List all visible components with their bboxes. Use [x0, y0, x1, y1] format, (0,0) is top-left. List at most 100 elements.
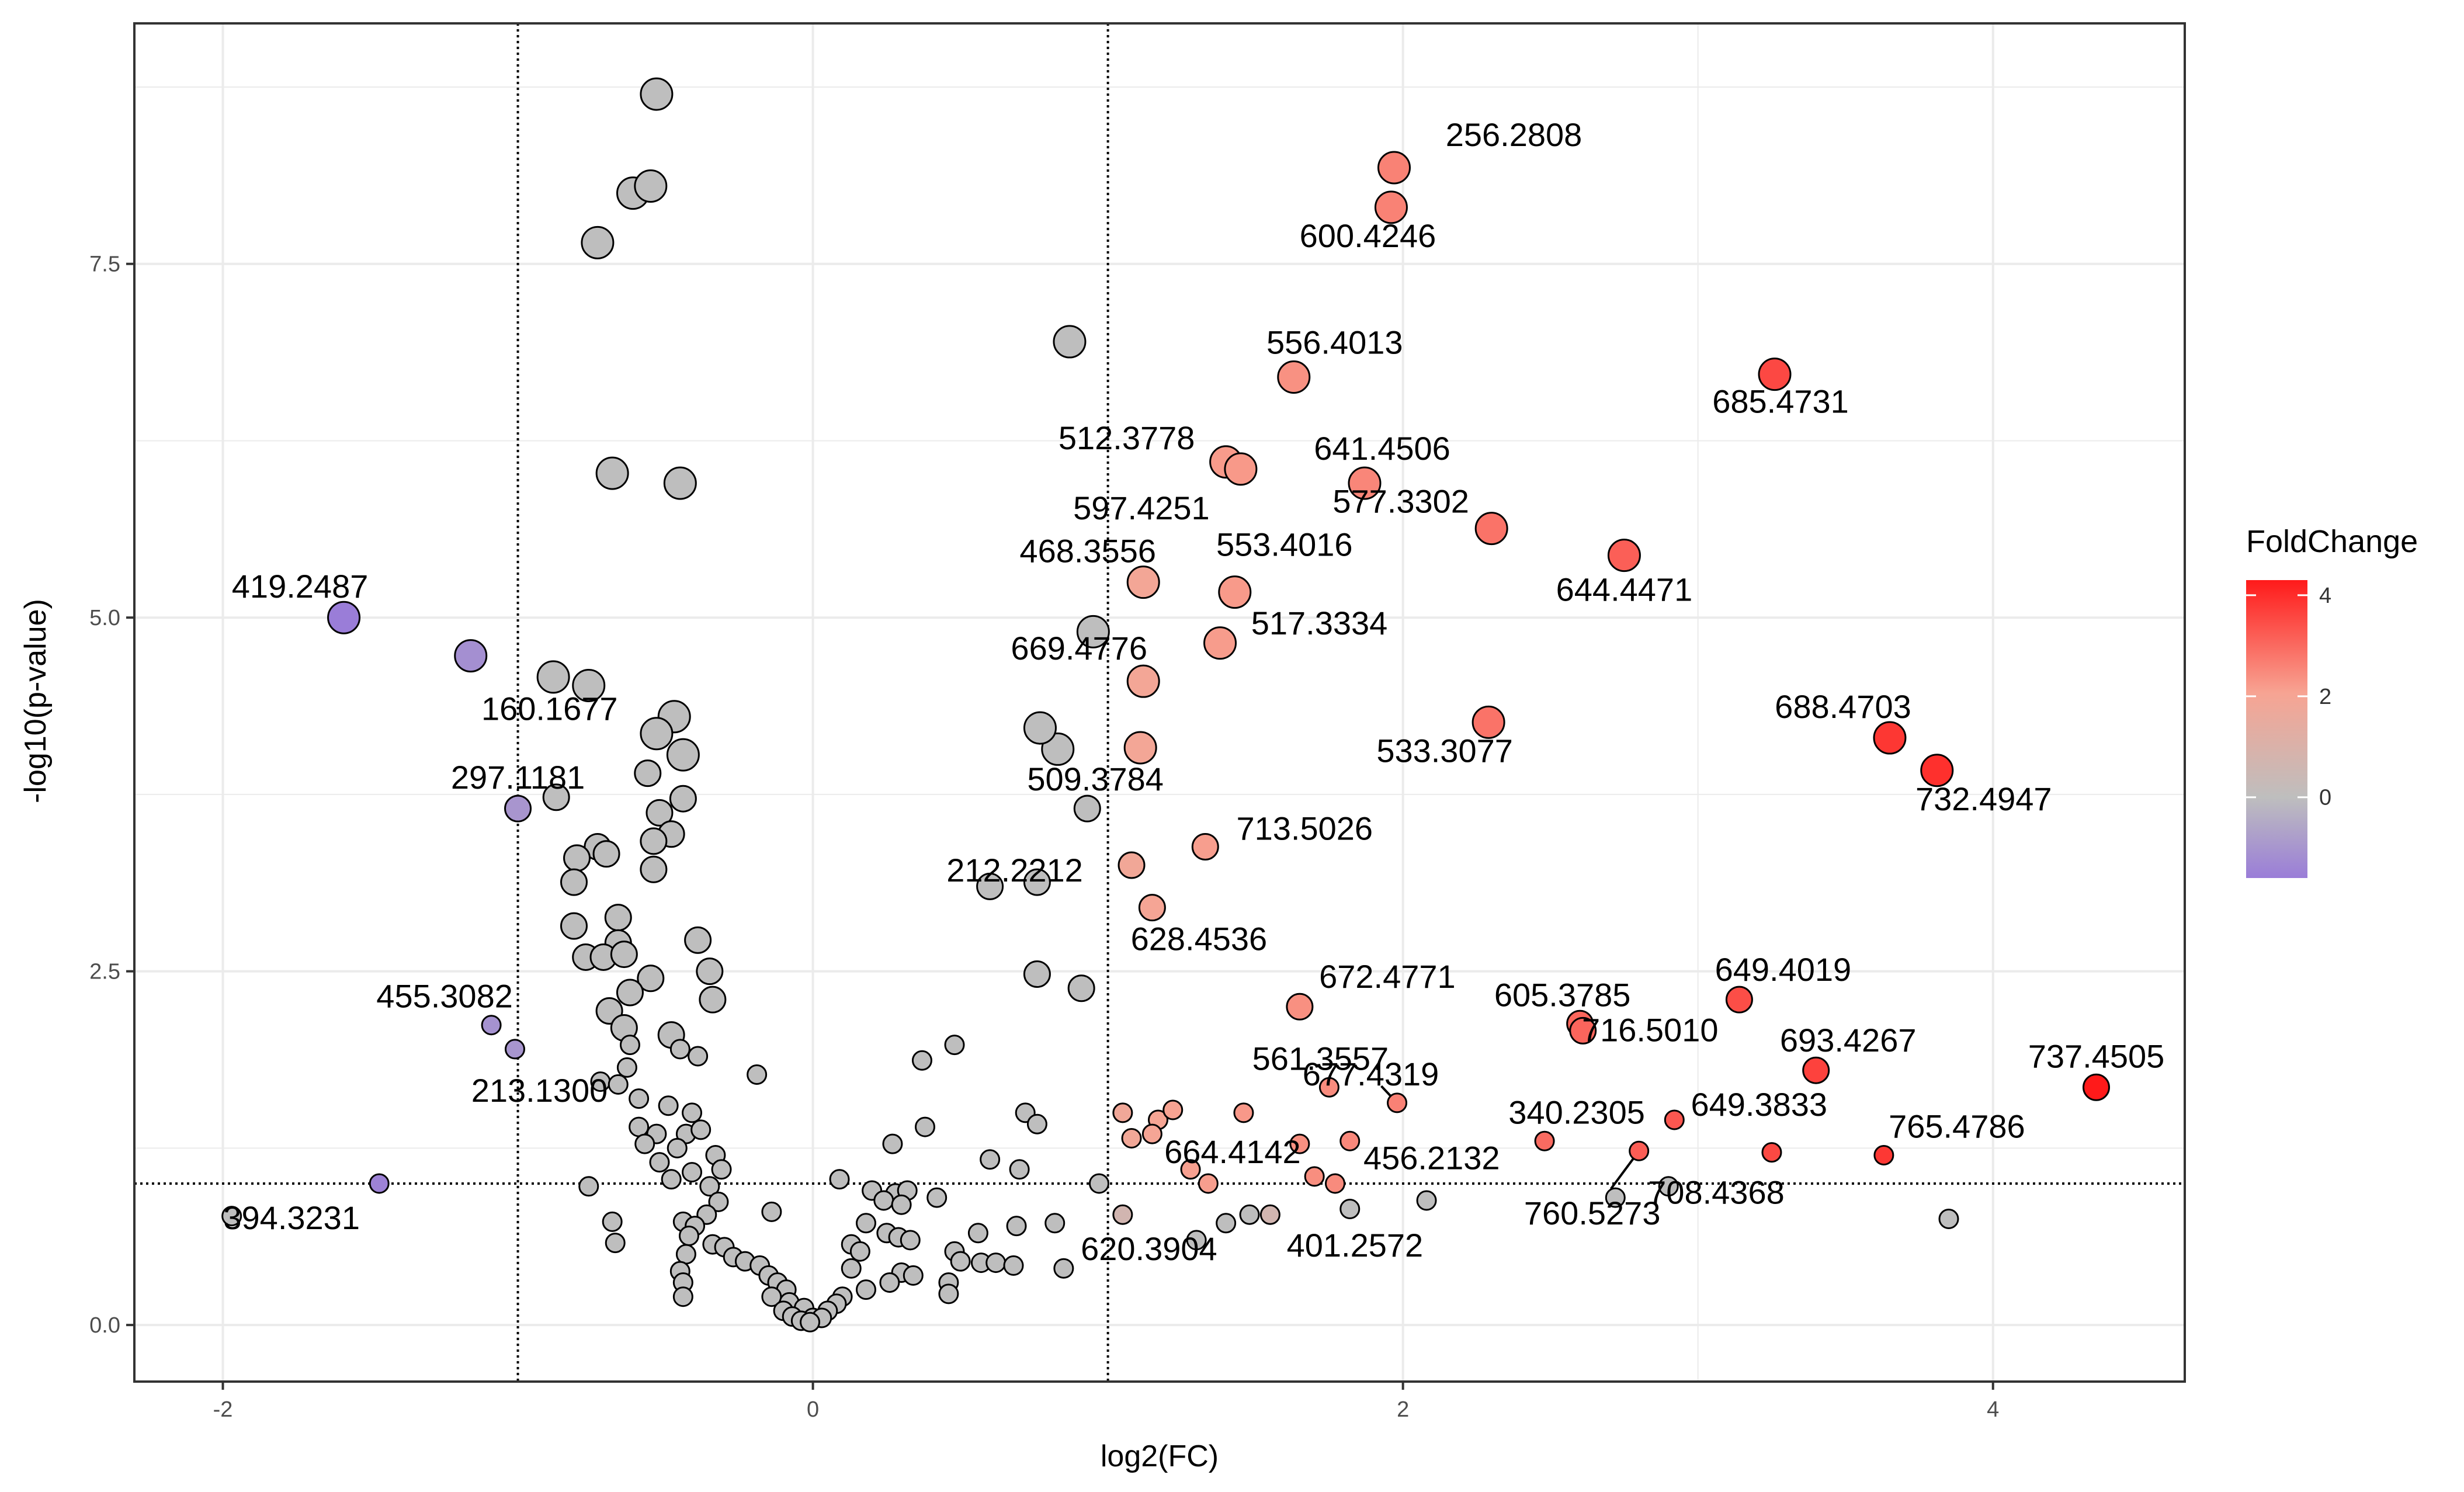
point-label: 693.4267: [1780, 1022, 1917, 1059]
data-point-highlighted: [1629, 1140, 1650, 1161]
x-tick-label: 4: [1987, 1397, 1999, 1422]
data-point: [1186, 1230, 1207, 1251]
data-point: [1076, 615, 1110, 648]
point-label: 708.4368: [1648, 1174, 1785, 1211]
legend-colorbar: [2246, 580, 2307, 878]
point-label: 509.3784: [1027, 761, 1164, 797]
data-point-highlighted: [1607, 539, 1641, 572]
data-point: [634, 759, 662, 787]
data-points: [221, 77, 2110, 1333]
legend: FoldChange 4 2 0: [2246, 524, 2418, 878]
data-point: [882, 1133, 903, 1154]
data-point-highlighted: [1802, 1056, 1830, 1084]
data-point: [605, 1233, 626, 1254]
data-point: [855, 1213, 876, 1234]
data-point: [669, 785, 697, 813]
point-label: 713.5026: [1236, 810, 1373, 847]
data-point: [1121, 1127, 1142, 1149]
point-label: 561.3557: [1252, 1040, 1389, 1077]
data-point: [976, 872, 1004, 900]
data-point: [891, 1194, 912, 1215]
data-point-highlighted: [1725, 986, 1753, 1014]
data-point: [658, 1095, 679, 1116]
data-point-highlighted: [1761, 1142, 1782, 1163]
data-point: [1141, 1123, 1162, 1144]
data-point: [985, 1252, 1007, 1274]
point-label: 419.2487: [232, 568, 369, 605]
point-label: 605.3785: [1494, 976, 1631, 1013]
point-label: 297.1181: [451, 759, 585, 796]
point-label: 577.3302: [1332, 483, 1469, 520]
data-point-highlighted: [369, 1173, 390, 1194]
x-tick-label: -2: [213, 1397, 233, 1422]
data-point: [711, 1159, 732, 1180]
data-point: [800, 1311, 821, 1333]
point-label: 600.4246: [1300, 217, 1436, 254]
data-point: [1006, 1216, 1027, 1237]
y-tick-label: 5.0: [89, 606, 120, 630]
point-label: 688.4703: [1775, 688, 1911, 725]
data-point-highlighted: [1289, 1133, 1310, 1154]
data-point: [1023, 960, 1051, 988]
point-label: 649.3833: [1691, 1086, 1827, 1123]
point-label: 669.4776: [1011, 630, 1147, 667]
data-point: [640, 717, 674, 751]
data-point-highlighted: [1348, 466, 1382, 500]
point-label: 732.4947: [1915, 780, 2052, 817]
data-point: [581, 225, 615, 259]
data-point: [629, 1116, 650, 1137]
data-point: [841, 1258, 862, 1279]
legend-tick-label: 2: [2319, 685, 2331, 709]
data-point: [879, 1272, 900, 1293]
panel-border: [133, 22, 2186, 1383]
data-point-highlighted: [504, 794, 532, 823]
data-point-highlighted: [1318, 1077, 1339, 1098]
data-point: [747, 1064, 768, 1085]
data-point: [1233, 1102, 1254, 1123]
point-label: 468.3556: [1019, 533, 1156, 570]
data-point: [708, 1191, 729, 1212]
data-point: [667, 1137, 688, 1158]
point-label: 677.4319: [1303, 1056, 1439, 1092]
data-point-highlighted: [1664, 1109, 1685, 1130]
data-point: [629, 1088, 650, 1109]
data-point: [849, 1241, 870, 1262]
data-point-highlighted: [1534, 1130, 1555, 1151]
data-point: [1605, 1187, 1626, 1208]
data-point-highlighted: [1873, 1145, 1894, 1165]
data-point: [608, 1074, 629, 1095]
data-point: [602, 1211, 623, 1232]
data-point-highlighted: [1218, 575, 1252, 609]
data-point: [640, 827, 668, 855]
point-label: 716.5010: [1582, 1011, 1719, 1048]
data-point: [944, 1035, 965, 1056]
data-point: [938, 1283, 959, 1304]
y-tick-label: 2.5: [89, 960, 120, 984]
data-point: [682, 1102, 703, 1123]
data-point-highlighted: [1920, 754, 1954, 787]
point-label: 455.3082: [376, 978, 513, 1015]
data-point: [1304, 1166, 1325, 1187]
data-point-highlighted: [1123, 731, 1157, 765]
data-point: [560, 912, 588, 940]
data-point: [1324, 1173, 1345, 1194]
data-point: [221, 1206, 242, 1227]
point-label: 620.3904: [1081, 1230, 1217, 1267]
data-point: [1053, 325, 1087, 359]
data-point: [1009, 1159, 1030, 1180]
data-point-highlighted: [1758, 358, 1792, 391]
y-tick-label: 7.5: [89, 252, 120, 277]
y-axis-title: -log10(p-value): [19, 599, 53, 803]
data-point: [911, 1050, 932, 1071]
data-point: [1023, 711, 1057, 745]
data-point: [1658, 1176, 1679, 1197]
point-label: 628.4536: [1131, 921, 1268, 957]
data-point: [1416, 1190, 1437, 1211]
data-point: [1026, 1113, 1047, 1134]
data-point: [649, 1152, 670, 1173]
point-label: 664.4142: [1164, 1133, 1301, 1170]
data-point: [684, 926, 712, 954]
data-point: [696, 957, 724, 986]
data-point: [619, 1035, 640, 1056]
data-point-highlighted: [1873, 721, 1907, 755]
